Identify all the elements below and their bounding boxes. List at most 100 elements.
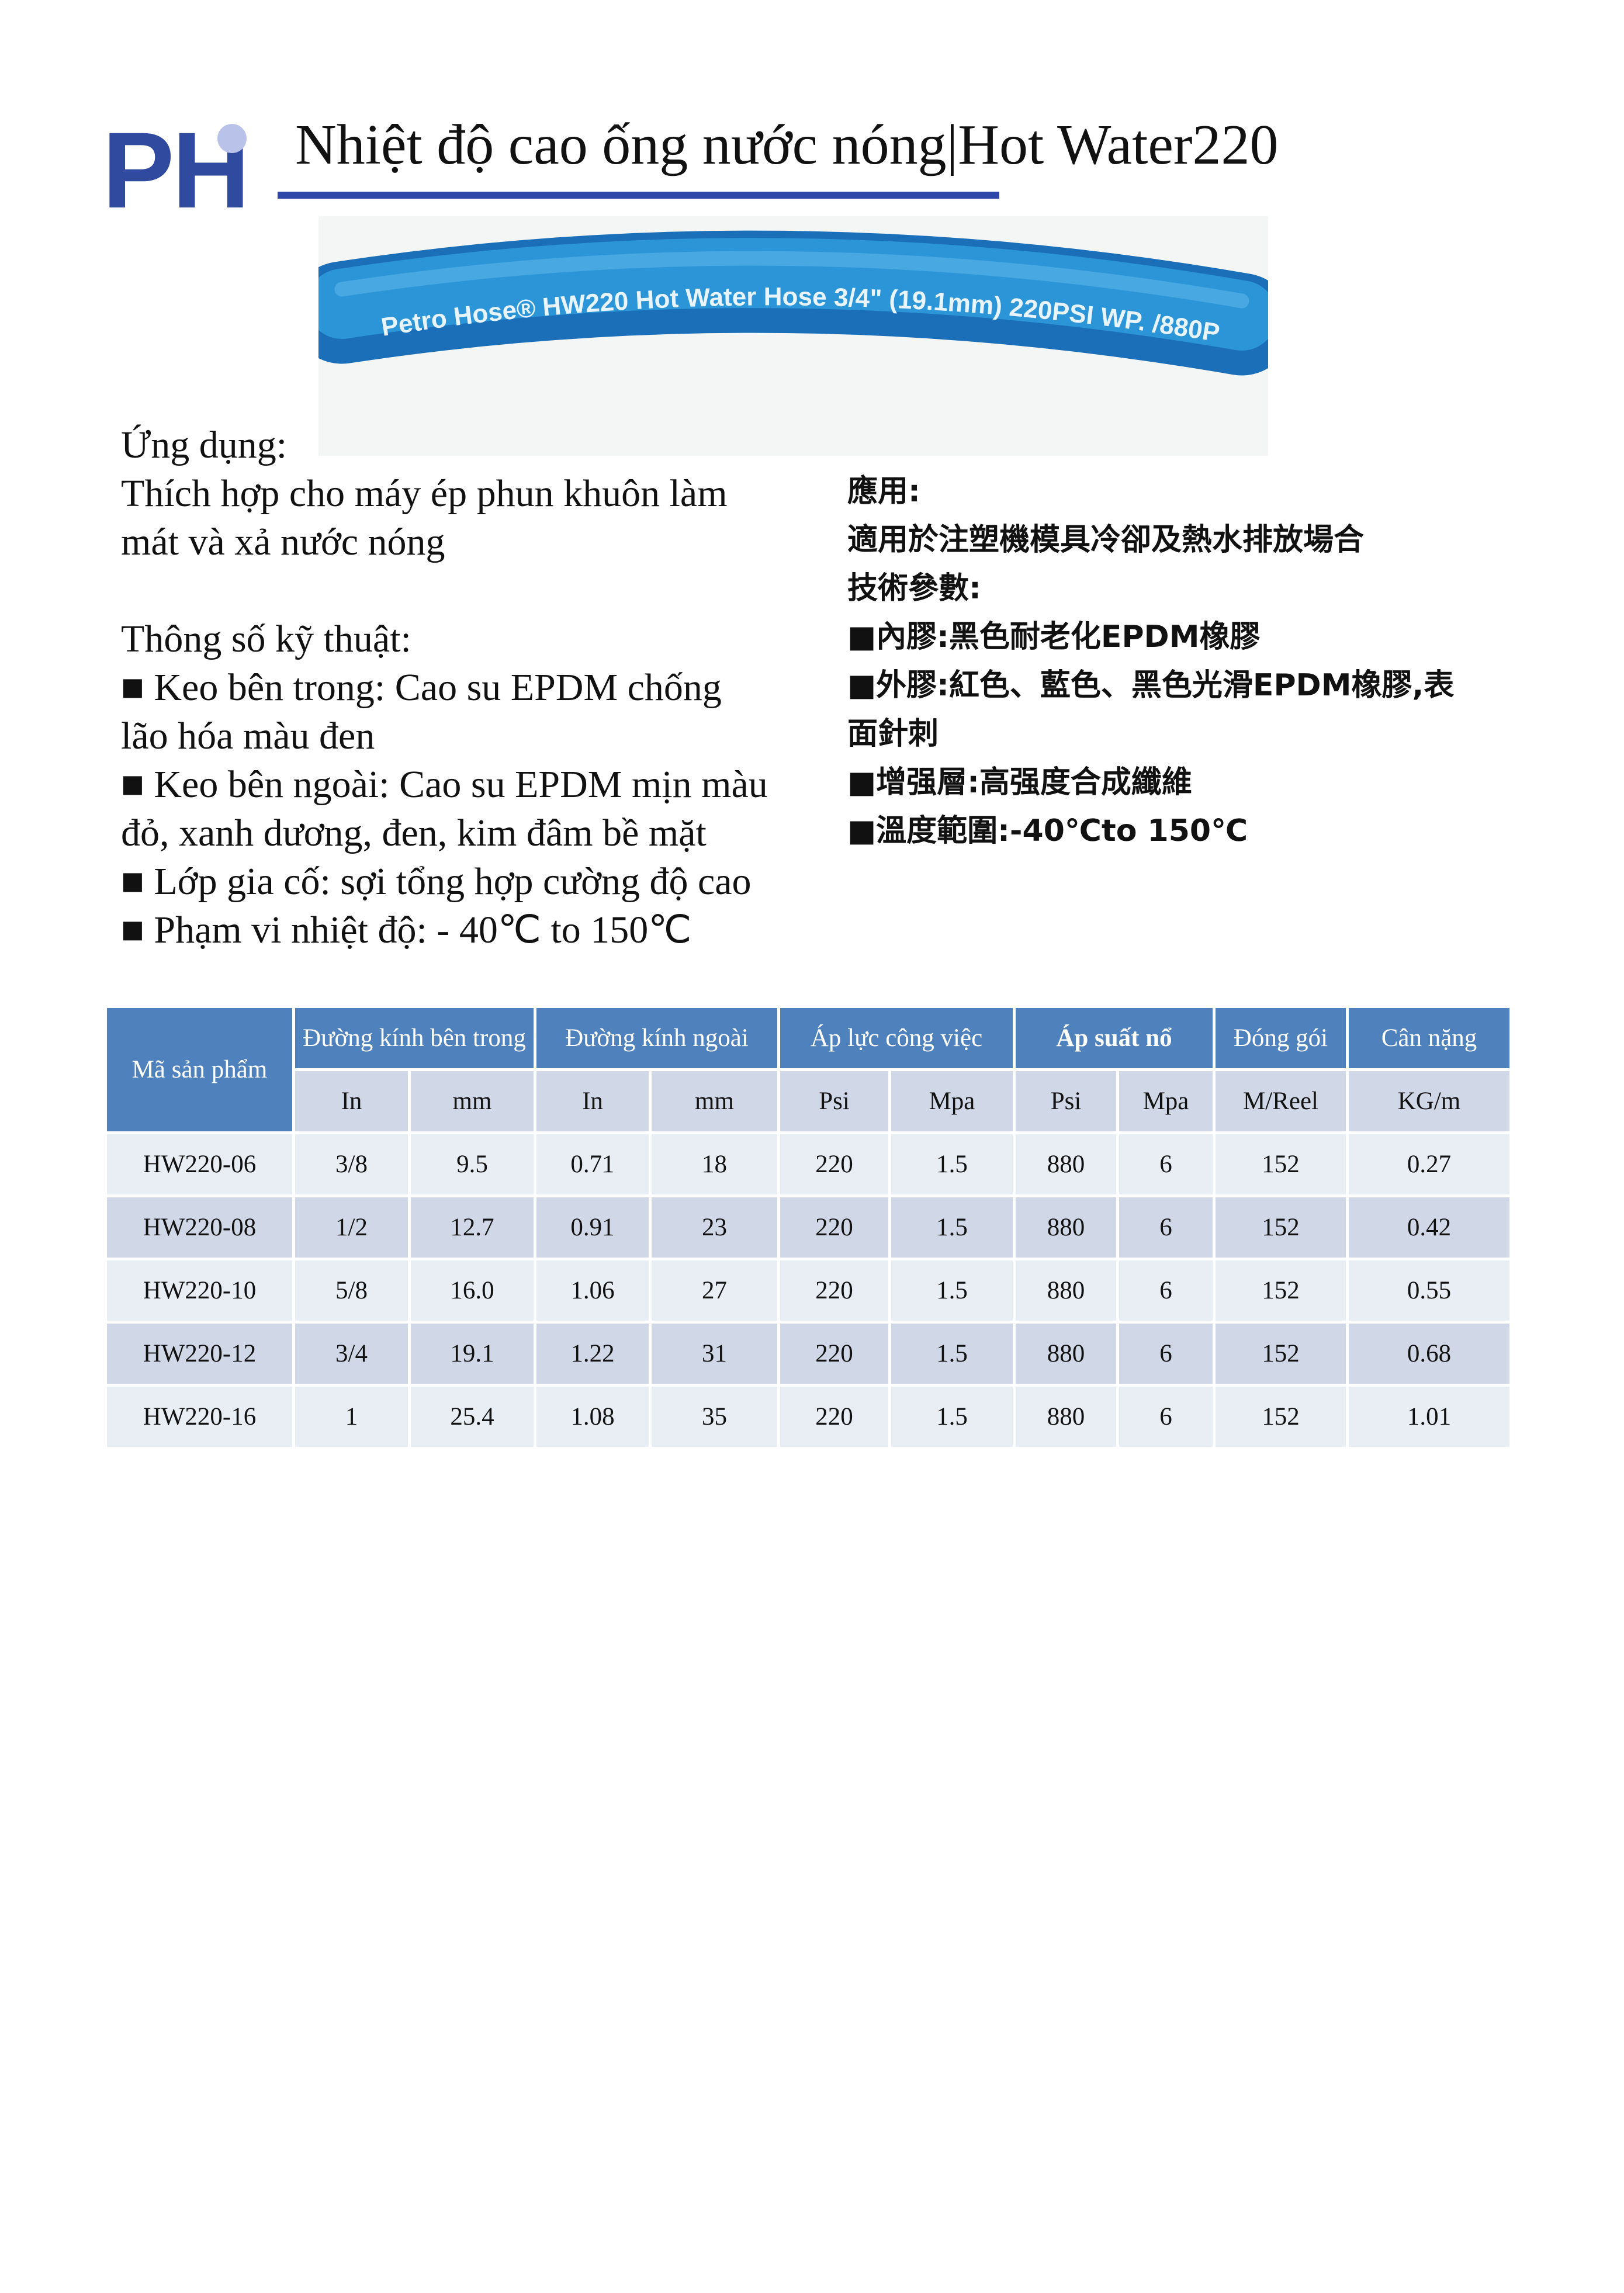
table-cell: 152 <box>1216 1260 1346 1321</box>
table-cell: 9.5 <box>411 1134 534 1194</box>
unit-header: In <box>536 1071 649 1131</box>
table-cell: 220 <box>780 1260 888 1321</box>
table-cell: 0.42 <box>1349 1197 1509 1258</box>
table-cell: HW220-10 <box>107 1260 292 1321</box>
table-cell: HW220-08 <box>107 1197 292 1258</box>
table-cell: HW220-12 <box>107 1324 292 1384</box>
text-line: ■外膠:紅色、藍色、黑色光滑EPDM橡膠,表 <box>847 668 1455 703</box>
table-cell: 1.5 <box>891 1134 1013 1194</box>
table-cell: 152 <box>1216 1324 1346 1384</box>
text-line: ■ Keo bên ngoài: Cao su EPDM mịn màu <box>121 763 768 806</box>
unit-header: KG/m <box>1349 1071 1509 1131</box>
table-cell: 220 <box>780 1197 888 1258</box>
text-line: ■ Lớp gia cố: sợi tổng hợp cường độ cao <box>121 860 752 903</box>
vietnamese-description: Ứng dụng: Thích hợp cho máy ép phun khuôn… <box>121 421 822 954</box>
unit-header: Psi <box>780 1071 888 1131</box>
table-row: HW220-16 1 25.4 1.08 35 220 1.5 880 6 152 1.01 <box>107 1387 1509 1447</box>
table-cell: 880 <box>1016 1324 1116 1384</box>
text-line: lão hóa màu đen <box>121 715 375 757</box>
table-cell: 1.5 <box>891 1387 1013 1447</box>
table-cell: 1.01 <box>1349 1387 1509 1447</box>
unit-header: Mpa <box>891 1071 1013 1131</box>
title-underline <box>278 192 999 199</box>
unit-row: In mm In mm Psi Mpa Psi Mpa M/Reel KG/m <box>107 1071 1509 1131</box>
table-cell: 6 <box>1119 1197 1213 1258</box>
table-cell: 880 <box>1016 1134 1116 1194</box>
text-line: 適用於注塑機模具冷卻及熱水排放場合 <box>847 522 1365 557</box>
table-cell: HW220-16 <box>107 1387 292 1447</box>
table-cell: 880 <box>1016 1387 1116 1447</box>
table-cell: 1.22 <box>536 1324 649 1384</box>
table-cell: 152 <box>1216 1387 1346 1447</box>
table-cell: 1 <box>295 1387 408 1447</box>
text-line: ■溫度範圍:-40℃to 150℃ <box>847 813 1248 848</box>
table-row: HW220-10 5/8 16.0 1.06 27 220 1.5 880 6 152 0.55 <box>107 1260 1509 1321</box>
header-row: Mã sản phẩm Đường kính bên trong Đường kín… <box>107 1008 1509 1131</box>
table-cell: 6 <box>1119 1387 1213 1447</box>
text-line: 面針刺 <box>847 716 939 751</box>
table-cell: 35 <box>652 1387 777 1447</box>
table-cell: 220 <box>780 1387 888 1447</box>
table-cell: 1.5 <box>891 1197 1013 1258</box>
text-line: Ứng dụng: <box>121 424 288 466</box>
text-line: ■ Keo bên trong: Cao su EPDM chống <box>121 666 722 709</box>
table-cell: HW220-06 <box>107 1134 292 1194</box>
unit-header: M/Reel <box>1216 1071 1346 1131</box>
table-cell: 31 <box>652 1324 777 1384</box>
table-cell: 0.68 <box>1349 1324 1509 1384</box>
table-cell: 3/8 <box>295 1134 408 1194</box>
table-cell: 880 <box>1016 1260 1116 1321</box>
table-cell: 152 <box>1216 1134 1346 1194</box>
table-cell: 0.27 <box>1349 1134 1509 1194</box>
page-title: Nhiệt độ cao ống nước nóng|Hot Water220 <box>295 113 1279 176</box>
column-group-header: Cân nặng <box>1349 1008 1509 1068</box>
unit-header: Psi <box>1016 1071 1116 1131</box>
table-cell: 1.5 <box>891 1324 1013 1384</box>
table-cell: 25.4 <box>411 1387 534 1447</box>
text-line: ■ Phạm vi nhiệt độ: - 40℃ to 150℃ <box>121 909 692 951</box>
table-cell: 220 <box>780 1324 888 1384</box>
unit-header: Mpa <box>1119 1071 1213 1131</box>
table-cell: 27 <box>652 1260 777 1321</box>
table-cell: 1.08 <box>536 1387 649 1447</box>
text-line: ■增强層:高强度合成纖維 <box>847 765 1192 800</box>
table-cell: 0.91 <box>536 1197 649 1258</box>
column-group-header: Áp lực công việc <box>780 1008 1013 1068</box>
table-cell: 1.06 <box>536 1260 649 1321</box>
table-cell: 0.55 <box>1349 1260 1509 1321</box>
text-line: mát và xả nước nóng <box>121 521 445 563</box>
table-cell: 16.0 <box>411 1260 534 1321</box>
column-header: Mã sản phẩm <box>107 1008 292 1131</box>
column-group-header: Đường kính ngoài <box>536 1008 777 1068</box>
table-cell: 3/4 <box>295 1324 408 1384</box>
table-cell: 23 <box>652 1197 777 1258</box>
table-cell: 6 <box>1119 1134 1213 1194</box>
table-cell: 0.71 <box>536 1134 649 1194</box>
text-line <box>121 566 822 615</box>
table-cell: 12.7 <box>411 1197 534 1258</box>
text-line: Thông số kỹ thuật: <box>121 618 411 660</box>
text-line: ■內膠:黑色耐老化EPDM橡膠 <box>847 619 1261 654</box>
table-cell: 1/2 <box>295 1197 408 1258</box>
text-line: Thích hợp cho máy ép phun khuôn làm <box>121 472 728 515</box>
table-cell: 1.5 <box>891 1260 1013 1321</box>
table-cell: 6 <box>1119 1324 1213 1384</box>
table-cell: 220 <box>780 1134 888 1194</box>
unit-header: mm <box>652 1071 777 1131</box>
table-cell: 5/8 <box>295 1260 408 1321</box>
column-group-header: Đường kính bên trong <box>295 1008 534 1068</box>
table-cell: 18 <box>652 1134 777 1194</box>
hose-image: Petro Hose® HW220 Hot Water Hose 3/4" (1… <box>318 216 1268 456</box>
column-group-header: Đóng gói <box>1216 1008 1346 1068</box>
table-cell: 6 <box>1119 1260 1213 1321</box>
table-cell: 19.1 <box>411 1324 534 1384</box>
text-line: 技術參數: <box>847 571 981 606</box>
unit-header: In <box>295 1071 408 1131</box>
table-row: HW220-12 3/4 19.1 1.22 31 220 1.5 880 6 152 0.68 <box>107 1324 1509 1384</box>
spec-table: Mã sản phẩm Đường kính bên trong Đường kín… <box>104 1005 1512 1450</box>
table-row: HW220-08 1/2 12.7 0.91 23 220 1.5 880 6 152 0.42 <box>107 1197 1509 1258</box>
text-line: đỏ, xanh dương, đen, kim đâm bề mặt <box>121 812 707 854</box>
table-cell: 880 <box>1016 1197 1116 1258</box>
chinese-description: 應用: 適用於注塑機模具冷卻及熱水排放場合 技術參數: ■內膠:黑色耐老化EPDM橡膠… <box>847 467 1607 855</box>
